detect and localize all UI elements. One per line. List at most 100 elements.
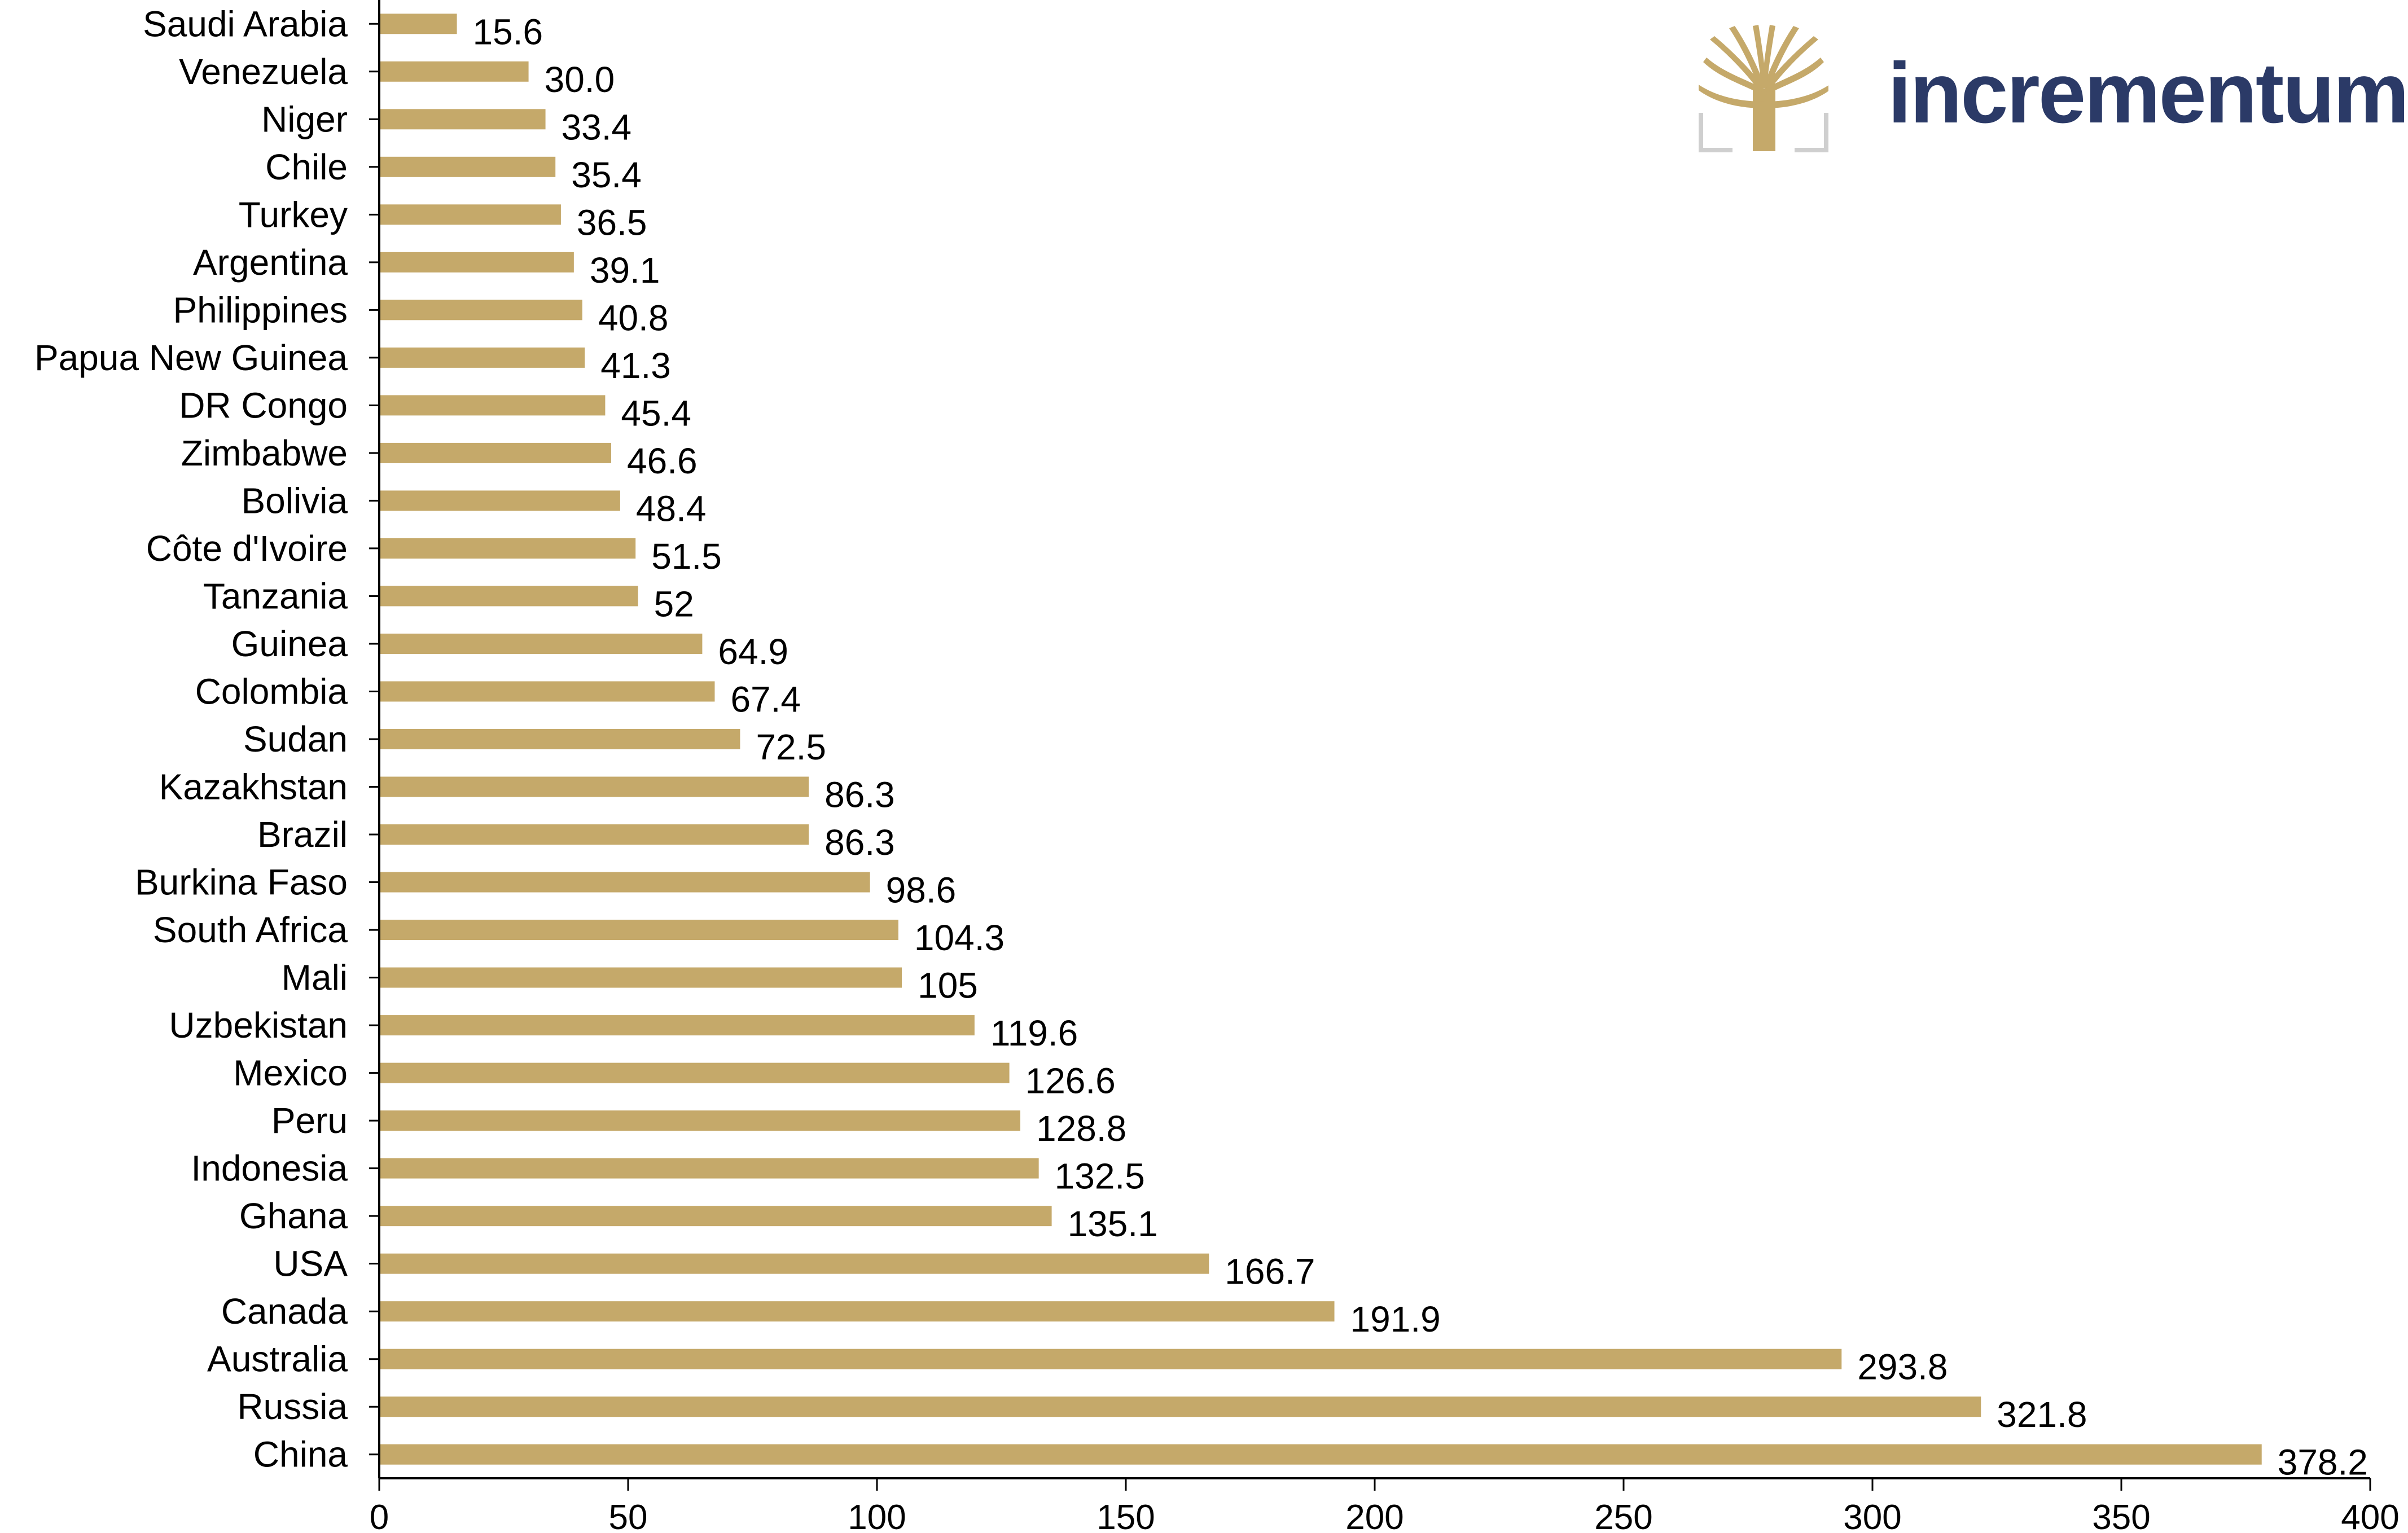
bar [380, 252, 574, 273]
bar [380, 490, 620, 511]
data-label: 52 [654, 583, 694, 624]
category-label: South Africa [153, 910, 348, 950]
bar [380, 156, 556, 177]
data-label: 67.4 [730, 679, 801, 719]
category-label: Niger [261, 99, 348, 139]
category-label: Turkey [239, 194, 348, 235]
category-label: Venezuela [179, 51, 348, 92]
category-label: Côte d'Ivoire [146, 528, 348, 569]
category-label: China [253, 1434, 348, 1475]
category-label: Mexico [233, 1053, 348, 1093]
category-label: Burkina Faso [135, 862, 348, 903]
bar [380, 1110, 1021, 1131]
bar [380, 967, 902, 988]
category-label: DR Congo [179, 385, 348, 425]
data-label: 86.3 [824, 775, 895, 815]
bar [380, 1253, 1209, 1274]
x-tick-label: 350 [2092, 1498, 2150, 1533]
category-label: USA [273, 1244, 348, 1284]
category-label: Guinea [231, 623, 348, 664]
bar [380, 1206, 1052, 1227]
data-label: 86.3 [824, 822, 895, 863]
brand-name: incrementum [1888, 45, 2408, 141]
category-label: Kazakhstan [159, 767, 348, 807]
category-label: Mali [282, 957, 348, 998]
data-label: 126.6 [1025, 1061, 1116, 1101]
brand-logo: incrementum [1699, 23, 2408, 158]
data-label: 33.4 [562, 107, 632, 147]
data-label: 46.6 [627, 441, 698, 481]
bar [380, 442, 612, 463]
data-label: 98.6 [886, 870, 957, 911]
category-label: Argentina [193, 242, 348, 283]
x-tick-label: 100 [848, 1498, 906, 1533]
bar [380, 633, 703, 654]
x-tick-label: 0 [370, 1498, 389, 1533]
data-label: 40.8 [598, 297, 669, 338]
bar [380, 1348, 1842, 1369]
data-label: 119.6 [990, 1013, 1078, 1053]
bar [380, 1015, 975, 1036]
bar [380, 1062, 1010, 1083]
bar [380, 538, 636, 559]
category-label: Papua New Guinea [34, 337, 348, 378]
data-label: 35.4 [571, 155, 642, 195]
category-label: Peru [271, 1100, 348, 1141]
data-label: 128.8 [1036, 1108, 1126, 1149]
bar [380, 776, 809, 797]
data-label: 15.6 [473, 11, 543, 52]
bar [380, 204, 561, 225]
x-tick-label: 150 [1096, 1498, 1155, 1533]
category-label: Tanzania [203, 576, 348, 616]
bar [380, 1301, 1335, 1322]
bar [380, 824, 809, 845]
data-label: 104.3 [914, 917, 1005, 958]
bar [380, 681, 715, 702]
data-label: 30.0 [545, 59, 615, 100]
x-tick-label: 300 [1843, 1498, 1901, 1533]
bar [380, 1444, 2262, 1465]
data-label: 166.7 [1225, 1251, 1315, 1292]
data-label: 321.8 [1997, 1394, 2087, 1435]
bar [380, 395, 606, 416]
x-tick-label: 50 [609, 1498, 648, 1533]
data-label: 105 [918, 965, 978, 1006]
data-label: 293.8 [1857, 1347, 1948, 1387]
category-label: Colombia [195, 671, 348, 711]
bar [380, 872, 870, 893]
data-label: 41.3 [600, 345, 671, 386]
data-label: 132.5 [1055, 1156, 1145, 1197]
x-tick-label: 250 [1594, 1498, 1652, 1533]
category-label: Indonesia [191, 1148, 348, 1189]
category-label: Ghana [239, 1196, 348, 1236]
category-label: Sudan [243, 719, 348, 759]
data-label: 48.4 [636, 488, 707, 529]
category-label: Russia [237, 1386, 348, 1427]
category-label: Zimbabwe [181, 433, 348, 473]
category-label: Brazil [257, 814, 348, 855]
category-label: Chile [265, 147, 348, 187]
data-label: 36.5 [577, 202, 647, 243]
bar [380, 586, 638, 607]
bar [380, 920, 898, 941]
category-label: Saudi Arabia [143, 3, 348, 44]
bar [380, 1158, 1039, 1179]
category-label: Uzbekistan [169, 1005, 348, 1046]
bar [380, 109, 546, 130]
data-label: 191.9 [1350, 1299, 1441, 1339]
bar [380, 347, 585, 368]
data-label: 45.4 [621, 393, 691, 433]
tree-icon [1699, 25, 1828, 152]
bar [380, 1396, 1981, 1417]
bar [380, 300, 582, 320]
data-label: 64.9 [718, 631, 788, 672]
category-label: Philippines [173, 289, 348, 330]
data-label: 135.1 [1068, 1203, 1158, 1244]
category-label: Bolivia [241, 480, 348, 521]
data-label: 51.5 [651, 536, 722, 577]
data-label: 72.5 [756, 727, 826, 767]
x-tick-label: 200 [1345, 1498, 1403, 1533]
x-tick-label: 400 [2341, 1498, 2399, 1533]
category-label: Canada [221, 1291, 348, 1332]
bar [380, 14, 457, 34]
